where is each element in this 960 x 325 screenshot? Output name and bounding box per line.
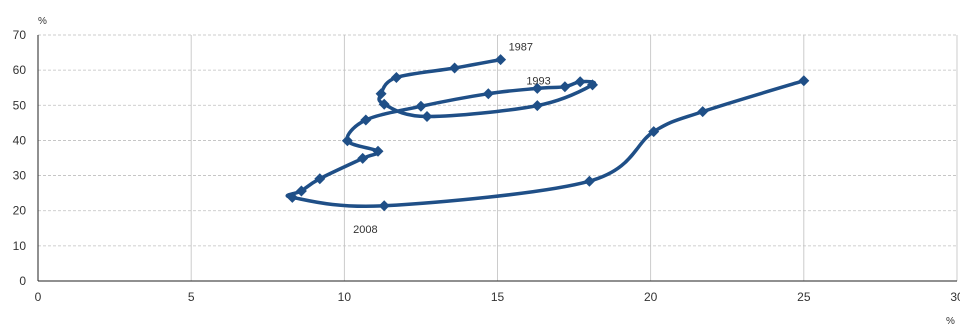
- tick-labels: 0 10 20 30 40 50 60 70 0 5 10 15 20 25 30: [13, 28, 960, 304]
- y-tick-label: 10: [13, 239, 27, 253]
- data-point-marker: [495, 54, 507, 66]
- data-point-marker: [295, 185, 307, 197]
- data-point-marker: [360, 114, 372, 126]
- x-tick-label: 10: [338, 290, 352, 304]
- y-tick-label: 50: [13, 98, 27, 112]
- data-point-marker: [378, 200, 390, 212]
- data-point-marker: [415, 100, 427, 112]
- data-point-marker: [583, 175, 595, 187]
- y-tick-label: 0: [19, 274, 26, 288]
- data-point-marker: [375, 88, 387, 100]
- y-tick-label: 30: [13, 169, 27, 183]
- y-tick-label: 20: [13, 204, 27, 218]
- data-point-marker: [697, 106, 709, 118]
- series-line: [285, 54, 810, 212]
- data-point-marker: [378, 98, 390, 110]
- y-tick-label: 70: [13, 28, 27, 42]
- year-annotation: 1993: [526, 75, 550, 87]
- x-tick-label: 5: [188, 290, 195, 304]
- series-path: [285, 57, 806, 209]
- y-tick-label: 40: [13, 133, 27, 147]
- data-point-marker: [357, 152, 369, 164]
- axes: [37, 35, 957, 282]
- y-axis-unit: %: [38, 16, 47, 27]
- data-point-marker: [798, 75, 810, 87]
- data-point-marker: [421, 111, 433, 122]
- data-point-marker: [286, 191, 298, 203]
- data-point-marker: [449, 62, 461, 74]
- data-point-marker: [482, 88, 494, 100]
- x-axis-unit: %: [946, 316, 955, 325]
- data-point-marker: [559, 81, 571, 93]
- data-point-marker: [372, 145, 384, 157]
- x-tick-label: 0: [35, 290, 42, 304]
- data-point-marker: [314, 173, 326, 185]
- x-tick-label: 20: [644, 290, 658, 304]
- grid: [38, 34, 958, 281]
- annotations: 1987 1993 2008: [353, 42, 551, 236]
- x-tick-label: 25: [797, 290, 811, 304]
- data-point-marker: [390, 72, 402, 83]
- data-point-marker: [531, 100, 543, 112]
- data-point-marker: [587, 79, 598, 91]
- data-point-marker: [648, 126, 660, 138]
- data-point-marker: [574, 76, 586, 88]
- year-annotation: 2008: [353, 224, 377, 236]
- x-tick-label: 30: [950, 290, 960, 304]
- data-point-marker: [531, 82, 543, 94]
- data-point-marker: [341, 135, 353, 147]
- x-tick-label: 15: [491, 290, 505, 304]
- y-tick-label: 60: [13, 63, 27, 77]
- year-annotation: 1987: [509, 42, 533, 54]
